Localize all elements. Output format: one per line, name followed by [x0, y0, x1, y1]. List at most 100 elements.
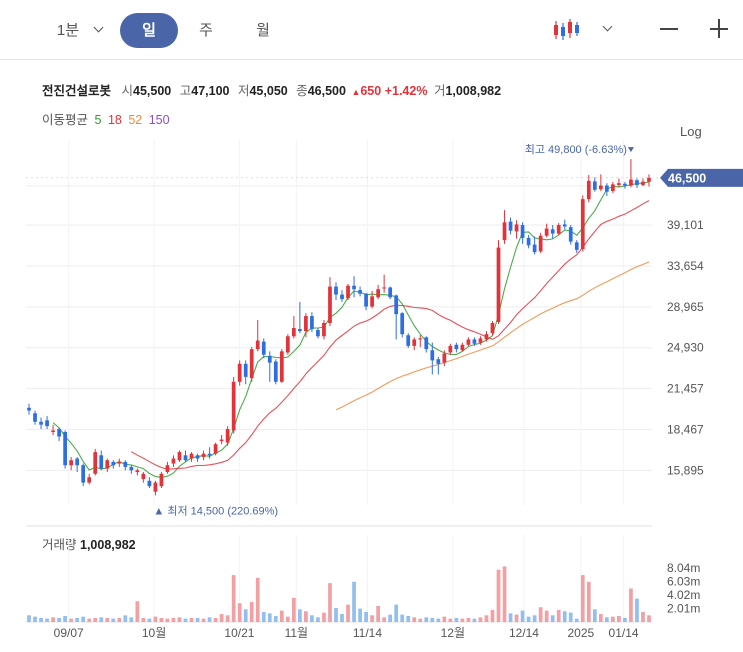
x-tick-label: 01/14 [609, 626, 639, 640]
candle-body [123, 461, 128, 467]
ma-52-label: 52 [128, 113, 143, 127]
x-tick-label: 11월 [285, 626, 309, 640]
volume-bar [352, 581, 356, 622]
volume-bar [105, 617, 110, 622]
candle-body [466, 339, 471, 345]
volume-bar [647, 615, 651, 622]
zoom-in-button[interactable] [704, 14, 734, 44]
candle-body [574, 242, 579, 250]
candle-body [322, 322, 326, 337]
volume-tick-label: 2.01m [667, 602, 700, 616]
x-tick-label: 10/21 [224, 626, 254, 640]
timeframe-month-button[interactable]: 월 [243, 13, 283, 48]
volume-bar [57, 617, 61, 622]
candlestick-type-icon[interactable] [552, 18, 582, 42]
moving-average-legend[interactable]: 이동평균 5 18 52 150 [42, 109, 173, 128]
volume-bar [39, 617, 43, 622]
timeframe-day-button[interactable]: 일 [120, 13, 178, 48]
candle-body [502, 222, 507, 241]
candle-body [629, 179, 633, 186]
candle-body [418, 338, 423, 340]
candle-body [219, 439, 224, 442]
volume-bar [454, 617, 459, 622]
candle-body [195, 455, 200, 459]
volume-bar [526, 616, 531, 622]
volume-tick-label: 4.02m [667, 588, 700, 602]
volume-bar [171, 617, 176, 622]
volume-bar [623, 617, 627, 622]
candle-body [75, 458, 80, 466]
y-tick-label: 21,457 [667, 382, 704, 396]
candle-body [611, 184, 615, 192]
minus-icon [660, 28, 678, 30]
volume-value: 1,008,982 [445, 84, 502, 98]
current-price-tag [660, 168, 743, 187]
volume-bar [568, 612, 573, 622]
volume-bar [111, 618, 116, 622]
volume-bar [273, 615, 278, 622]
candle-body [57, 429, 61, 437]
candle-body [400, 313, 405, 335]
timeframe-day-label: 일 [142, 22, 156, 39]
volume-bar [213, 617, 218, 622]
candle-body [538, 235, 543, 252]
candle-body [165, 465, 170, 473]
high-label: 고 [179, 84, 192, 98]
candle-body [604, 185, 609, 192]
candle-body [394, 295, 399, 315]
volume-bar [556, 609, 561, 622]
candle-body [532, 244, 537, 253]
volume-bar [75, 617, 80, 622]
volume-bar [472, 618, 477, 622]
volume-bar [370, 615, 374, 622]
volume-bar [611, 616, 615, 622]
volume-bar [243, 609, 248, 622]
volume-bar [466, 617, 471, 622]
candle-body [376, 289, 380, 298]
volume-bar [562, 611, 567, 622]
volume-bar [592, 609, 597, 622]
volume-bar [328, 583, 332, 622]
volume-bar [99, 617, 104, 622]
candle-body [340, 294, 344, 300]
volume-bar [635, 598, 639, 622]
candle-body [550, 229, 555, 234]
x-tick-label: 10월 [142, 626, 166, 640]
candle-body [592, 181, 597, 190]
volume-bar [93, 617, 98, 622]
volume-bar [69, 618, 74, 622]
candle-body [225, 429, 230, 443]
volume-bar [586, 581, 591, 622]
candle-body [454, 344, 459, 350]
volume-tick-label: 8.04m [667, 561, 700, 575]
candle-body [201, 453, 206, 457]
volume-bar [376, 605, 380, 622]
candle-body [273, 361, 278, 382]
volume-bar [255, 577, 260, 622]
candle-body [328, 286, 332, 323]
chart-grid [26, 140, 652, 623]
volume-bar [641, 611, 645, 622]
volume-bar [285, 616, 290, 622]
volume-bar [514, 614, 519, 622]
candle-body [556, 225, 561, 234]
candle-body [382, 287, 387, 289]
volume-bar [51, 617, 55, 622]
volume-panel-label: 거래량 1,008,982 [42, 534, 136, 553]
volume-bar [412, 617, 417, 622]
candle-body [298, 329, 302, 332]
zoom-out-button[interactable] [654, 14, 684, 44]
timeframe-minute-button[interactable]: 1분 [48, 13, 88, 48]
x-tick-label: 2025 [568, 626, 595, 640]
timeframe-week-button[interactable]: 주 [186, 13, 226, 48]
candle-body [623, 183, 627, 186]
log-scale-toggle[interactable]: Log [680, 124, 702, 139]
volume-bar [418, 618, 423, 622]
candle-body [27, 407, 31, 411]
y-tick-label: 39,101 [667, 218, 704, 232]
high-marker-arrow [627, 147, 634, 153]
volume-bar [310, 615, 314, 622]
change-up-icon: ▲ [351, 87, 361, 97]
candle-body [508, 221, 513, 231]
